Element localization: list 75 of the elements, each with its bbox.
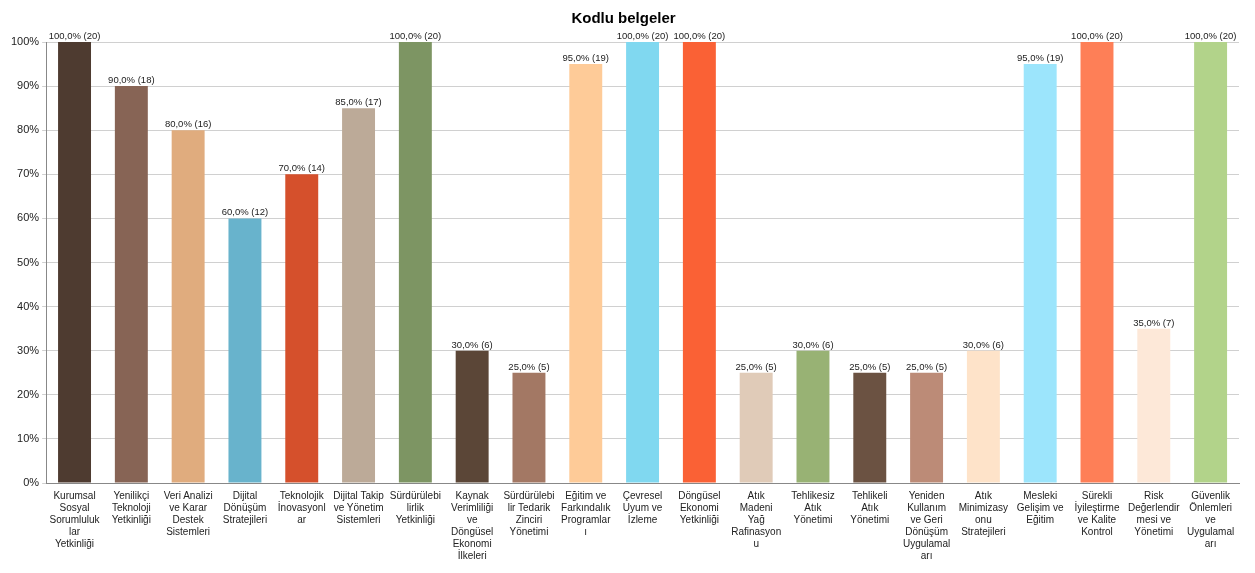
- x-tick-label: Dijital Takip ve Yönetim Sistemleri: [333, 489, 385, 525]
- y-tick-label: 50%: [17, 255, 40, 268]
- bar: [910, 372, 944, 483]
- data-label: 90,0% (18): [108, 73, 155, 85]
- bar: [114, 86, 148, 483]
- data-label: 25,0% (5): [849, 360, 891, 372]
- y-tick-label: 30%: [17, 343, 40, 356]
- chart-title: Kodlu belgeler: [571, 9, 676, 27]
- data-label: 30,0% (6): [792, 338, 834, 350]
- bar: [1194, 42, 1228, 483]
- x-tick-label: Sürdürülebilir Tedarik Zinciri Yönetimi: [503, 489, 555, 537]
- y-tick-label: 90%: [17, 79, 40, 92]
- y-tick-label: 0%: [23, 476, 40, 489]
- data-label: 100,0% (20): [48, 29, 101, 41]
- x-tick-label: Güvenlik Önlemleri ve Uygulamaları: [1186, 489, 1235, 549]
- x-tick-label: Teknolojik İnovasyonlar: [277, 489, 326, 525]
- bar: [853, 372, 887, 483]
- y-tick-label: 20%: [17, 387, 40, 400]
- data-label: 35,0% (7): [1133, 316, 1175, 328]
- data-label: 95,0% (19): [562, 51, 610, 63]
- bar: [1137, 328, 1171, 483]
- bar: [1080, 42, 1114, 483]
- data-label: 25,0% (5): [508, 360, 550, 372]
- bar: [455, 350, 489, 483]
- bar: [1023, 64, 1057, 483]
- x-tick-label: Veri Analizi ve Karar Destek Sistemleri: [163, 489, 213, 537]
- x-tick-label: Kaynak Verimliliği ve Döngüsel Ekonomi İlkeleri: [451, 489, 494, 561]
- x-tick-label: Sürdürülebilirlik Yetkinliği: [389, 489, 441, 525]
- bar: [966, 350, 1000, 483]
- bar: [342, 108, 376, 483]
- x-tick-label: Eğitim ve Farkındalık Programları: [561, 489, 612, 537]
- bar: [228, 218, 262, 483]
- bar: [285, 174, 319, 483]
- bar: [569, 64, 603, 483]
- data-label: 25,0% (5): [905, 360, 948, 372]
- bar: [626, 42, 660, 483]
- bar: [58, 42, 92, 483]
- bar: [171, 130, 205, 483]
- data-label: 60,0% (12): [221, 206, 269, 218]
- data-label: 30,0% (6): [962, 338, 1004, 350]
- data-label: 100,0% (20): [673, 29, 726, 41]
- x-tick-label: Atık Madeni Yağ Rafinasyonu: [731, 489, 782, 549]
- y-tick-label: 60%: [17, 211, 40, 224]
- data-label: 70,0% (14): [278, 162, 325, 174]
- x-tick-label: Dijital Dönüşüm Stratejileri: [222, 489, 268, 525]
- data-label: 80,0% (16): [164, 118, 212, 130]
- data-label: 100,0% (20): [1071, 29, 1123, 41]
- bar: [739, 372, 773, 483]
- bar: [512, 372, 546, 483]
- x-tick-label: Kurumsal Sosyal Sorumluluklar Yetkinliği: [49, 489, 101, 549]
- data-label: 95,0% (19): [1016, 51, 1064, 63]
- bar: [796, 350, 830, 483]
- data-label: 25,0% (5): [735, 360, 777, 372]
- y-tick-label: 80%: [17, 123, 40, 136]
- x-tick-label: Risk Değerlendirmesi ve Yönetimi: [1127, 489, 1181, 537]
- y-tick-label: 100%: [10, 35, 40, 48]
- data-label: 85,0% (17): [335, 96, 382, 108]
- data-label: 30,0% (6): [451, 338, 493, 350]
- y-tick-label: 40%: [17, 299, 40, 312]
- data-label: 100,0% (20): [616, 29, 669, 41]
- bar: [398, 42, 432, 483]
- x-tick-label: Yenilikçi Teknoloji Yetkinliği: [111, 489, 151, 525]
- x-tick-label: Yeniden Kullanım ve Geri Dönüşüm Uygulamaları: [902, 489, 951, 561]
- x-tick-label: Döngüsel Ekonomi Yetkinliği: [678, 489, 721, 525]
- x-tick-label: Çevresel Uyum ve İzleme: [622, 489, 663, 525]
- y-tick-label: 70%: [17, 167, 40, 180]
- data-label: 100,0% (20): [389, 29, 442, 41]
- bar: [682, 42, 716, 483]
- y-tick-label: 10%: [17, 431, 40, 444]
- x-tick-label: Mesleki Gelişim ve Eğitim: [1016, 489, 1064, 525]
- x-tick-label: Tehlikesiz Atık Yönetimi: [791, 489, 835, 525]
- x-tick-label: Atık Minimizasyonu Stratejileri: [958, 489, 1009, 537]
- data-label: 100,0% (20): [1184, 29, 1237, 41]
- x-tick-label: Tehlikeli Atık Yönetimi: [850, 489, 890, 525]
- x-tick-label: Sürekli İyileştirme ve Kalite Kontrol: [1074, 489, 1120, 537]
